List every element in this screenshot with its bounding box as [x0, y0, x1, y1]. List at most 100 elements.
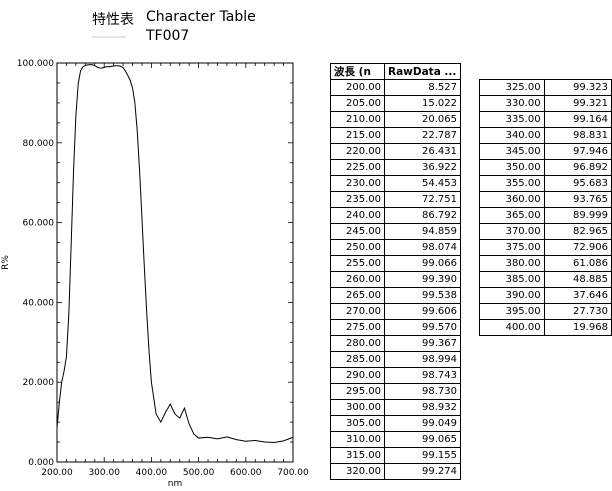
rawdata-cell: 27.730	[543, 303, 612, 320]
wavelength-cell: 345.00	[479, 143, 545, 160]
series-line	[56, 64, 294, 443]
y-tick-label: 0.000	[28, 458, 54, 468]
rawdata-cell: 36.922	[384, 159, 461, 176]
wavelength-cell: 360.00	[479, 191, 545, 208]
wavelength-cell: 400.00	[479, 319, 545, 336]
wavelength-cell: 315.00	[330, 447, 385, 464]
table-row: 265.00 99.538	[330, 287, 461, 304]
wavelength-cell: 205.00	[330, 95, 385, 112]
table-row: 245.00 94.859	[330, 223, 461, 240]
wavelength-cell: 385.00	[479, 271, 545, 288]
y-tick-label: 40.000	[23, 298, 55, 308]
table-row: 325.00 99.323	[479, 79, 612, 96]
wavelength-cell: 275.00	[330, 319, 385, 336]
rawdata-cell: 98.074	[384, 239, 461, 256]
rawdata-cell: 20.065	[384, 111, 461, 128]
y-axis-label: R%	[1, 255, 11, 270]
table-row: 280.00 99.367	[330, 335, 461, 352]
rawdata-cell: 99.155	[384, 447, 461, 464]
wavelength-cell: 320.00	[330, 463, 385, 480]
rawdata-cell: 8.527	[384, 79, 461, 96]
wavelength-cell: 200.00	[330, 79, 385, 96]
rawdata-cell: 98.730	[384, 383, 461, 400]
x-axis-label: nm	[168, 479, 182, 488]
rawdata-cell: 54.453	[384, 175, 461, 192]
x-tick-label: 200.00	[41, 468, 73, 478]
wavelength-cell: 390.00	[479, 287, 545, 304]
table-row: 310.00 99.065	[330, 431, 461, 448]
x-tick-label: 700.00	[277, 468, 309, 478]
table-row: 270.00 99.606	[330, 303, 461, 320]
chart-ticks: 0.000 20.000 40.000 60.000 80.000 100.000 200.…	[17, 59, 309, 478]
rawdata-cell: 86.792	[384, 207, 461, 224]
table-row: 290.00 98.743	[330, 367, 461, 384]
rawdata-cell: 89.999	[543, 207, 612, 224]
rawdata-cell: 96.892	[543, 159, 612, 176]
product-code: TF007	[146, 28, 190, 44]
wavelength-cell: 395.00	[479, 303, 545, 320]
wavelength-cell: 300.00	[330, 399, 385, 416]
rawdata-cell: 99.538	[384, 287, 461, 304]
table-row: 340.00 98.831	[479, 127, 612, 144]
rawdata-cell: 99.606	[384, 303, 461, 320]
x-tick-label: 500.00	[183, 468, 215, 478]
chart-title: Character Table	[146, 9, 256, 25]
rawdata-cell: 99.321	[543, 95, 612, 112]
table-row: 350.00 96.892	[479, 159, 612, 176]
table-row: 355.00 95.683	[479, 175, 612, 192]
wavelength-cell: 230.00	[330, 175, 385, 192]
table-row: 205.00 15.022	[330, 95, 461, 112]
table-row: 320.00 99.274	[330, 463, 461, 480]
table-row: 250.00 98.074	[330, 239, 461, 256]
table-row: 305.00 99.049	[330, 415, 461, 432]
wavelength-cell: 270.00	[330, 303, 385, 320]
table-row: 255.00 99.066	[330, 255, 461, 272]
rawdata-cell: 15.022	[384, 95, 461, 112]
wavelength-cell: 305.00	[330, 415, 385, 432]
table-row: 260.00 99.390	[330, 271, 461, 288]
rawdata-cell: 72.751	[384, 191, 461, 208]
data-table-left: 波長 (n RawData ... 200.00 8.527 205.00 15.02…	[330, 63, 461, 480]
y-tick-label: 80.000	[23, 139, 55, 149]
rawdata-cell: 98.743	[384, 367, 461, 384]
wavelength-cell: 290.00	[330, 367, 385, 384]
table-row: 315.00 99.155	[330, 447, 461, 464]
table-row: 235.00 72.751	[330, 191, 461, 208]
wavelength-cell: 365.00	[479, 207, 545, 224]
y-tick-label: 20.000	[23, 378, 55, 388]
wavelength-cell: 210.00	[330, 111, 385, 128]
header-label: 特性表	[92, 12, 134, 28]
wavelength-header: 波長 (n	[330, 63, 385, 80]
table-row: 220.00 26.431	[330, 143, 461, 160]
data-table-right: 325.00 99.323 330.00 99.321 335.00 99.164 340.…	[479, 79, 612, 336]
rawdata-cell: 99.390	[384, 271, 461, 288]
wavelength-cell: 335.00	[479, 111, 545, 128]
table-row: 285.00 98.994	[330, 351, 461, 368]
wavelength-cell: 295.00	[330, 383, 385, 400]
wavelength-cell: 285.00	[330, 351, 385, 368]
wavelength-cell: 370.00	[479, 223, 545, 240]
table-row: 360.00 93.765	[479, 191, 612, 208]
table-row: 380.00 61.086	[479, 255, 612, 272]
reflectance-chart: 0.000 20.000 40.000 60.000 80.000 100.000 200.…	[1, 59, 309, 488]
table-row: 375.00 72.906	[479, 239, 612, 256]
wavelength-cell: 355.00	[479, 175, 545, 192]
wavelength-cell: 350.00	[479, 159, 545, 176]
rawdata-cell: 93.765	[543, 191, 612, 208]
wavelength-cell: 375.00	[479, 239, 545, 256]
rawdata-cell: 99.049	[384, 415, 461, 432]
wavelength-cell: 260.00	[330, 271, 385, 288]
wavelength-cell: 245.00	[330, 223, 385, 240]
rawdata-cell: 99.164	[543, 111, 612, 128]
wavelength-cell: 340.00	[479, 127, 545, 144]
chart-axes	[56, 62, 294, 463]
y-tick-label: 100.000	[17, 59, 54, 69]
plot-frame	[56, 62, 294, 463]
wavelength-cell: 325.00	[479, 79, 545, 96]
table-row: 295.00 98.730	[330, 383, 461, 400]
wavelength-cell: 250.00	[330, 239, 385, 256]
x-tick-label: 400.00	[136, 468, 168, 478]
table-row: 200.00 8.527	[330, 79, 461, 96]
rawdata-cell: 99.323	[543, 79, 612, 96]
table-row: 335.00 99.164	[479, 111, 612, 128]
